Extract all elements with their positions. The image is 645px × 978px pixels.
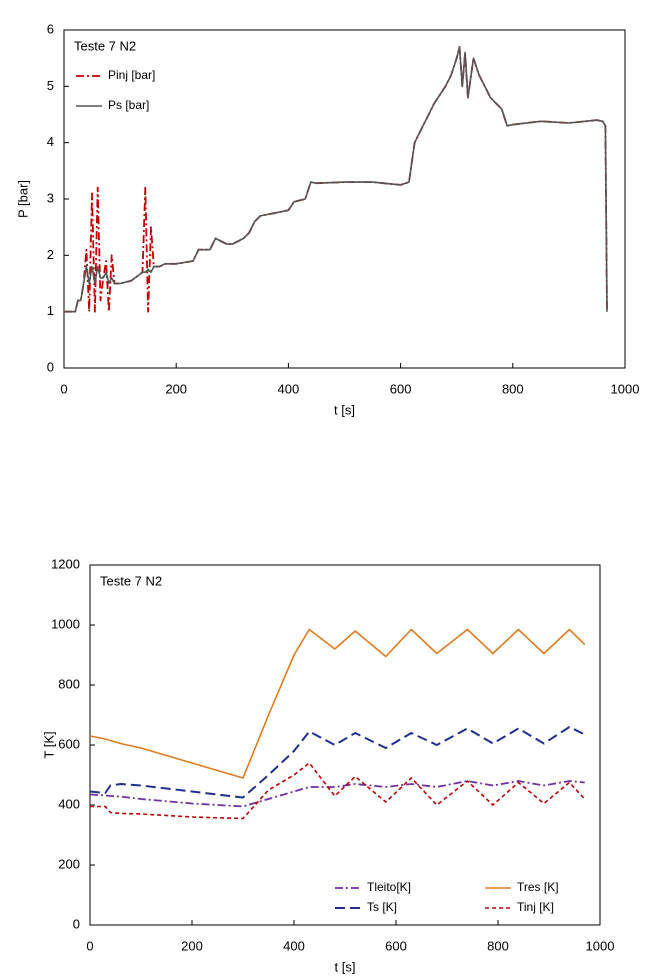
legend-label: Tinj [K] [517,900,554,914]
y-tick-label: 1000 [51,616,80,631]
legend-label: Ts [K] [367,900,397,914]
y-tick-label: 600 [58,736,80,751]
y-tick-label: 200 [58,856,80,871]
y-axis-label: T [K] [41,731,56,758]
y-tick-label: 4 [47,134,54,149]
y-tick-label: 6 [47,21,54,36]
series-line [89,726,586,799]
y-axis-label: P [bar] [15,180,30,218]
series-line [90,762,586,820]
x-tick-label: 800 [502,381,524,396]
y-tick-label: 3 [47,190,54,205]
y-tick-label: 5 [47,78,54,93]
x-tick-label: 400 [278,381,300,396]
x-tick-label: 0 [86,938,93,953]
series-line [89,780,585,808]
y-tick-label: 1 [47,303,54,318]
y-tick-label: 0 [47,359,54,374]
annotation: Teste 7 N2 [74,38,136,53]
legend-label: Ps [bar] [108,98,149,112]
y-tick-label: 400 [58,796,80,811]
annotation: Teste 7 N2 [100,573,162,588]
x-tick-label: 0 [60,381,67,396]
y-tick-label: 800 [58,676,80,691]
x-tick-label: 800 [487,938,509,953]
series-line [89,628,586,779]
x-tick-label: 600 [385,938,407,953]
legend-label: Tleito[K] [367,880,411,894]
y-tick-label: 2 [47,247,54,262]
x-tick-label: 200 [181,938,203,953]
x-tick-label: 400 [283,938,305,953]
x-tick-label: 200 [165,381,187,396]
y-tick-label: 1200 [51,556,80,571]
x-axis-label: t [s] [335,959,356,974]
x-tick-label: 1000 [586,938,615,953]
series-line [64,46,608,313]
plot-frame [89,564,601,926]
legend-label: Tres [K] [517,880,559,894]
series-line [64,46,608,313]
x-tick-label: 600 [390,381,412,396]
legend-label: Pinj [bar] [108,68,155,82]
y-tick-label: 0 [73,916,80,931]
x-tick-label: 1000 [611,381,640,396]
x-axis-label: t [s] [334,402,355,417]
